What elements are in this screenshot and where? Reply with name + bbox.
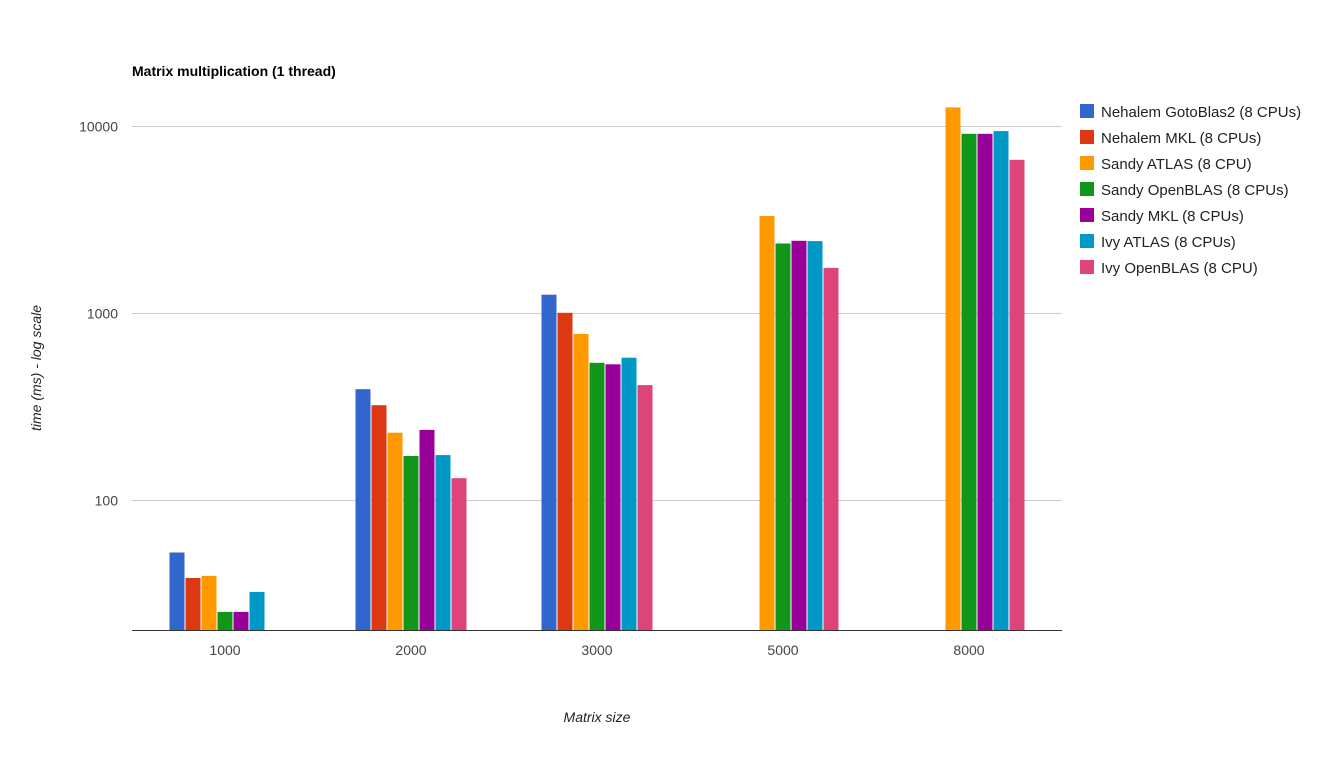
- x-tick-label: 2000: [395, 642, 426, 658]
- bar: [759, 216, 775, 630]
- legend-item[interactable]: Sandy MKL (8 CPUs): [1080, 208, 1244, 225]
- chart-title: Matrix multiplication (1 thread): [132, 63, 336, 79]
- legend-label: Ivy OpenBLAS (8 CPU): [1101, 260, 1258, 277]
- legend-label: Sandy MKL (8 CPUs): [1101, 208, 1244, 225]
- bar: [403, 456, 419, 630]
- legend-swatch: [1080, 130, 1094, 144]
- legend-swatch: [1080, 234, 1094, 248]
- bar: [945, 107, 961, 630]
- bar: [993, 131, 1009, 630]
- y-axis-label: time (ms) - log scale: [28, 305, 44, 431]
- legend-item[interactable]: Sandy ATLAS (8 CPU): [1080, 156, 1252, 173]
- bar: [977, 133, 993, 631]
- legend-swatch: [1080, 260, 1094, 274]
- legend-item[interactable]: Sandy OpenBLAS (8 CPUs): [1080, 182, 1289, 199]
- legend-swatch: [1080, 104, 1094, 118]
- legend-item[interactable]: Ivy OpenBLAS (8 CPU): [1080, 260, 1258, 277]
- legend-label: Ivy ATLAS (8 CPUs): [1101, 234, 1236, 251]
- bar: [451, 478, 467, 630]
- bar: [233, 611, 249, 630]
- x-axis-label: Matrix size: [564, 709, 631, 725]
- bar: [557, 312, 573, 630]
- legend-item[interactable]: Nehalem MKL (8 CPUs): [1080, 130, 1261, 147]
- bar: [823, 267, 839, 630]
- bars: [169, 107, 1025, 631]
- bar: [573, 334, 589, 630]
- bar: [355, 389, 371, 630]
- bar: [1009, 159, 1025, 631]
- bar: [541, 294, 557, 630]
- legend[interactable]: Nehalem GotoBlas2 (8 CPUs) Nehalem MKL (8…: [1080, 104, 1301, 277]
- bar: [435, 455, 451, 630]
- x-tick-label: 5000: [767, 642, 798, 658]
- legend-label: Nehalem MKL (8 CPUs): [1101, 130, 1261, 147]
- legend-item[interactable]: Ivy ATLAS (8 CPUs): [1080, 234, 1236, 251]
- legend-label: Sandy OpenBLAS (8 CPUs): [1101, 182, 1289, 199]
- legend-label: Sandy ATLAS (8 CPU): [1101, 156, 1252, 173]
- bar: [387, 432, 403, 630]
- bar: [791, 240, 807, 631]
- bar: [217, 611, 233, 630]
- y-tick-label: 100: [95, 493, 119, 509]
- legend-swatch: [1080, 156, 1094, 170]
- y-tick-labels: 100 1000 10000: [79, 119, 118, 509]
- bar: [201, 575, 217, 630]
- x-tick-label: 1000: [209, 642, 240, 658]
- legend-item[interactable]: Nehalem GotoBlas2 (8 CPUs): [1080, 104, 1301, 121]
- bar: [775, 243, 791, 630]
- bar: [637, 385, 653, 630]
- legend-swatch: [1080, 182, 1094, 196]
- bar: [371, 405, 387, 630]
- x-tick-labels: 1000 2000 3000 5000 8000: [209, 642, 984, 658]
- legend-swatch: [1080, 208, 1094, 222]
- bar: [807, 241, 823, 630]
- legend-label: Nehalem GotoBlas2 (8 CPUs): [1101, 104, 1301, 121]
- x-tick-label: 3000: [581, 642, 612, 658]
- bar: [621, 357, 637, 630]
- bar: [419, 429, 435, 630]
- bar: [961, 133, 977, 631]
- y-tick-label: 10000: [79, 119, 118, 135]
- bar: [169, 552, 185, 630]
- x-tick-label: 8000: [953, 642, 984, 658]
- y-tick-label: 1000: [87, 306, 118, 322]
- bar: [185, 578, 201, 630]
- bar: [605, 364, 621, 630]
- bar: [249, 591, 265, 630]
- bar: [589, 362, 605, 630]
